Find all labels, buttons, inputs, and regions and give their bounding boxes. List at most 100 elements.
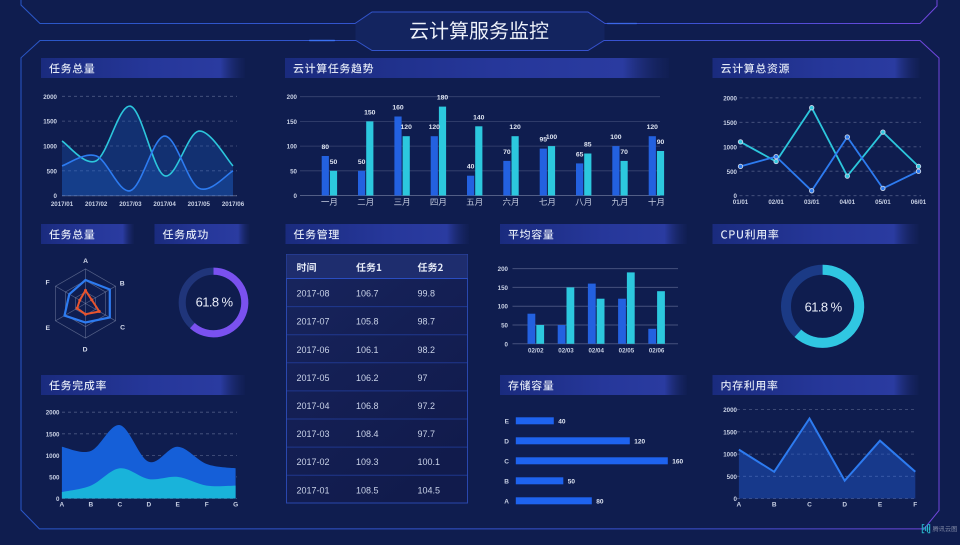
svg-text:200: 200	[287, 94, 298, 101]
svg-text:1500: 1500	[723, 120, 737, 127]
svg-text:97.7: 97.7	[418, 429, 436, 439]
svg-text:99.8: 99.8	[418, 289, 436, 299]
svg-text:120: 120	[509, 124, 521, 131]
svg-text:05/01: 05/01	[875, 199, 891, 206]
svg-text:A: A	[737, 502, 742, 509]
svg-text:A: A	[83, 258, 88, 265]
svg-text:0: 0	[54, 193, 58, 200]
svg-text:100: 100	[498, 304, 509, 311]
svg-text:97.2: 97.2	[418, 401, 436, 411]
svg-text:E: E	[878, 502, 883, 509]
svg-text:03/01: 03/01	[804, 199, 820, 206]
svg-text:70: 70	[503, 149, 511, 156]
svg-text:104.5: 104.5	[418, 485, 441, 495]
svg-text:100: 100	[610, 134, 622, 141]
svg-text:2017-05: 2017-05	[297, 373, 330, 383]
svg-text:50: 50	[330, 159, 338, 166]
svg-text:2017/03: 2017/03	[119, 201, 142, 208]
svg-text:109.3: 109.3	[356, 457, 379, 467]
svg-text:500: 500	[727, 169, 738, 176]
svg-text:B: B	[772, 502, 777, 509]
svg-text:01/01: 01/01	[733, 199, 749, 206]
svg-text:0: 0	[734, 496, 738, 503]
svg-text:E: E	[505, 418, 510, 425]
svg-text:C: C	[807, 502, 812, 509]
svg-text:1000: 1000	[46, 453, 60, 460]
svg-text:2017-02: 2017-02	[297, 457, 330, 467]
svg-text:2017/04: 2017/04	[153, 201, 176, 208]
svg-text:04/01: 04/01	[840, 199, 856, 206]
svg-text:2017-06: 2017-06	[297, 345, 330, 355]
svg-text:100: 100	[546, 134, 558, 141]
svg-text:120: 120	[429, 124, 441, 131]
svg-text:120: 120	[401, 124, 413, 131]
svg-text:2017-03: 2017-03	[297, 429, 330, 439]
svg-text:40: 40	[558, 418, 566, 425]
svg-text:02/05: 02/05	[619, 348, 635, 355]
svg-text:70: 70	[620, 149, 628, 156]
svg-text:2000: 2000	[43, 94, 57, 101]
svg-text:F: F	[205, 502, 209, 509]
svg-text:C: C	[504, 458, 509, 465]
svg-text:160: 160	[672, 458, 683, 465]
svg-text:1500: 1500	[46, 431, 60, 438]
svg-text:2017/05: 2017/05	[188, 201, 211, 208]
svg-text:150: 150	[498, 285, 509, 292]
svg-text:98.2: 98.2	[418, 345, 436, 355]
svg-text:02/04: 02/04	[588, 348, 604, 355]
svg-text:G: G	[233, 502, 238, 509]
svg-text:2017/01: 2017/01	[51, 201, 74, 208]
svg-text:106.1: 106.1	[356, 345, 379, 355]
svg-text:E: E	[176, 502, 181, 509]
svg-text:150: 150	[364, 109, 376, 116]
svg-text:95: 95	[540, 137, 548, 144]
svg-text:80: 80	[322, 144, 330, 151]
svg-text:C: C	[117, 502, 122, 509]
svg-text:2017-01: 2017-01	[297, 485, 330, 495]
svg-text:0: 0	[294, 193, 298, 200]
svg-text:108.4: 108.4	[356, 429, 379, 439]
svg-text:61.8 %: 61.8 %	[196, 295, 234, 310]
svg-text:2000: 2000	[46, 410, 60, 417]
svg-text:02/06: 02/06	[649, 348, 665, 355]
svg-text:1000: 1000	[43, 144, 57, 151]
svg-text:D: D	[842, 502, 847, 509]
svg-text:180: 180	[437, 95, 449, 102]
svg-text:40: 40	[467, 164, 475, 171]
svg-text:500: 500	[49, 474, 60, 481]
svg-text:97: 97	[418, 373, 428, 383]
svg-text:1000: 1000	[723, 144, 737, 151]
svg-text:D: D	[504, 438, 509, 445]
svg-text:F: F	[46, 280, 50, 287]
svg-text:A: A	[504, 498, 509, 505]
svg-text:50: 50	[358, 159, 366, 166]
svg-text:1500: 1500	[723, 429, 737, 436]
svg-text:120: 120	[647, 124, 659, 131]
svg-text:106.8: 106.8	[356, 401, 379, 411]
svg-text:105.8: 105.8	[356, 317, 379, 327]
svg-text:2017/02: 2017/02	[85, 201, 108, 208]
svg-text:B: B	[504, 478, 509, 485]
svg-text:B: B	[120, 280, 125, 287]
svg-text:61.8 %: 61.8 %	[805, 299, 843, 314]
svg-text:E: E	[45, 325, 50, 332]
svg-text:1500: 1500	[43, 119, 57, 126]
svg-text:50: 50	[501, 323, 508, 330]
svg-text:500: 500	[47, 168, 58, 175]
svg-text:80: 80	[596, 498, 604, 505]
svg-text:200: 200	[498, 266, 509, 273]
svg-text:A: A	[60, 502, 65, 509]
svg-text:160: 160	[392, 105, 404, 112]
svg-text:106.2: 106.2	[356, 373, 379, 383]
svg-text:0: 0	[505, 341, 509, 348]
svg-text:100: 100	[287, 144, 298, 151]
svg-text:500: 500	[727, 474, 738, 481]
svg-text:106.7: 106.7	[356, 289, 379, 299]
svg-text:2017-08: 2017-08	[297, 289, 330, 299]
svg-text:50: 50	[568, 478, 576, 485]
svg-text:D: D	[83, 346, 88, 353]
svg-text:02/03: 02/03	[558, 348, 574, 355]
svg-text:D: D	[146, 502, 151, 509]
svg-text:06/01: 06/01	[911, 199, 927, 206]
svg-text:2000: 2000	[723, 407, 737, 414]
